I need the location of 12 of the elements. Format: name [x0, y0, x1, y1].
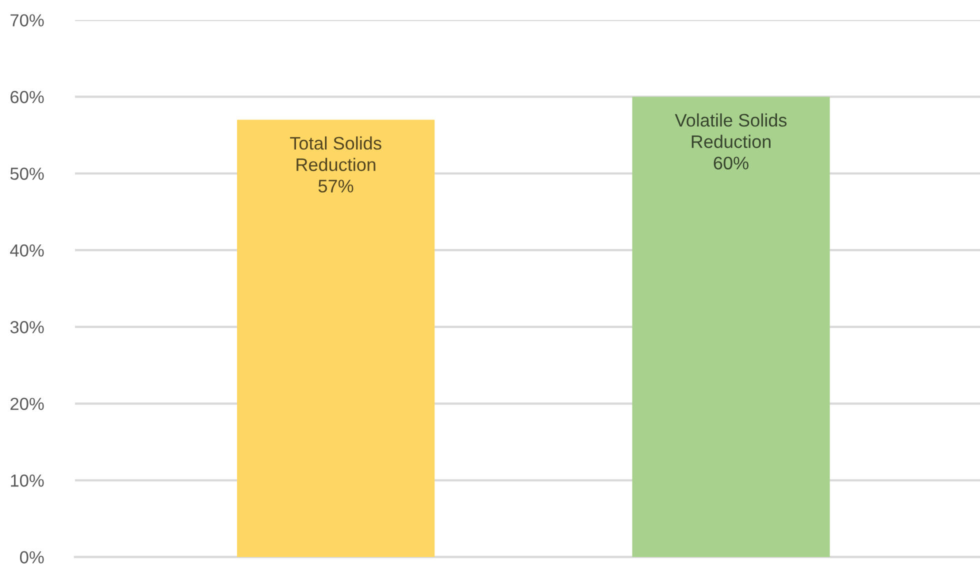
y-tick-label: 50% — [10, 168, 44, 180]
y-tick-label: 10% — [10, 474, 44, 487]
y-tick-label: 0% — [20, 551, 44, 564]
y-tick-label: 70% — [10, 14, 44, 26]
data-label: 60% — [714, 156, 748, 170]
y-tick-label: 40% — [10, 244, 44, 257]
y-tick-label: 30% — [10, 321, 44, 334]
y-tick-label: 60% — [10, 90, 44, 104]
data-label: 57% — [318, 180, 354, 192]
x-tick-label: Total Solids Reduction — [290, 136, 382, 172]
x-tick-label: Volatile Solids Reduction — [674, 113, 787, 148]
y-tick-label: 20% — [10, 398, 44, 410]
